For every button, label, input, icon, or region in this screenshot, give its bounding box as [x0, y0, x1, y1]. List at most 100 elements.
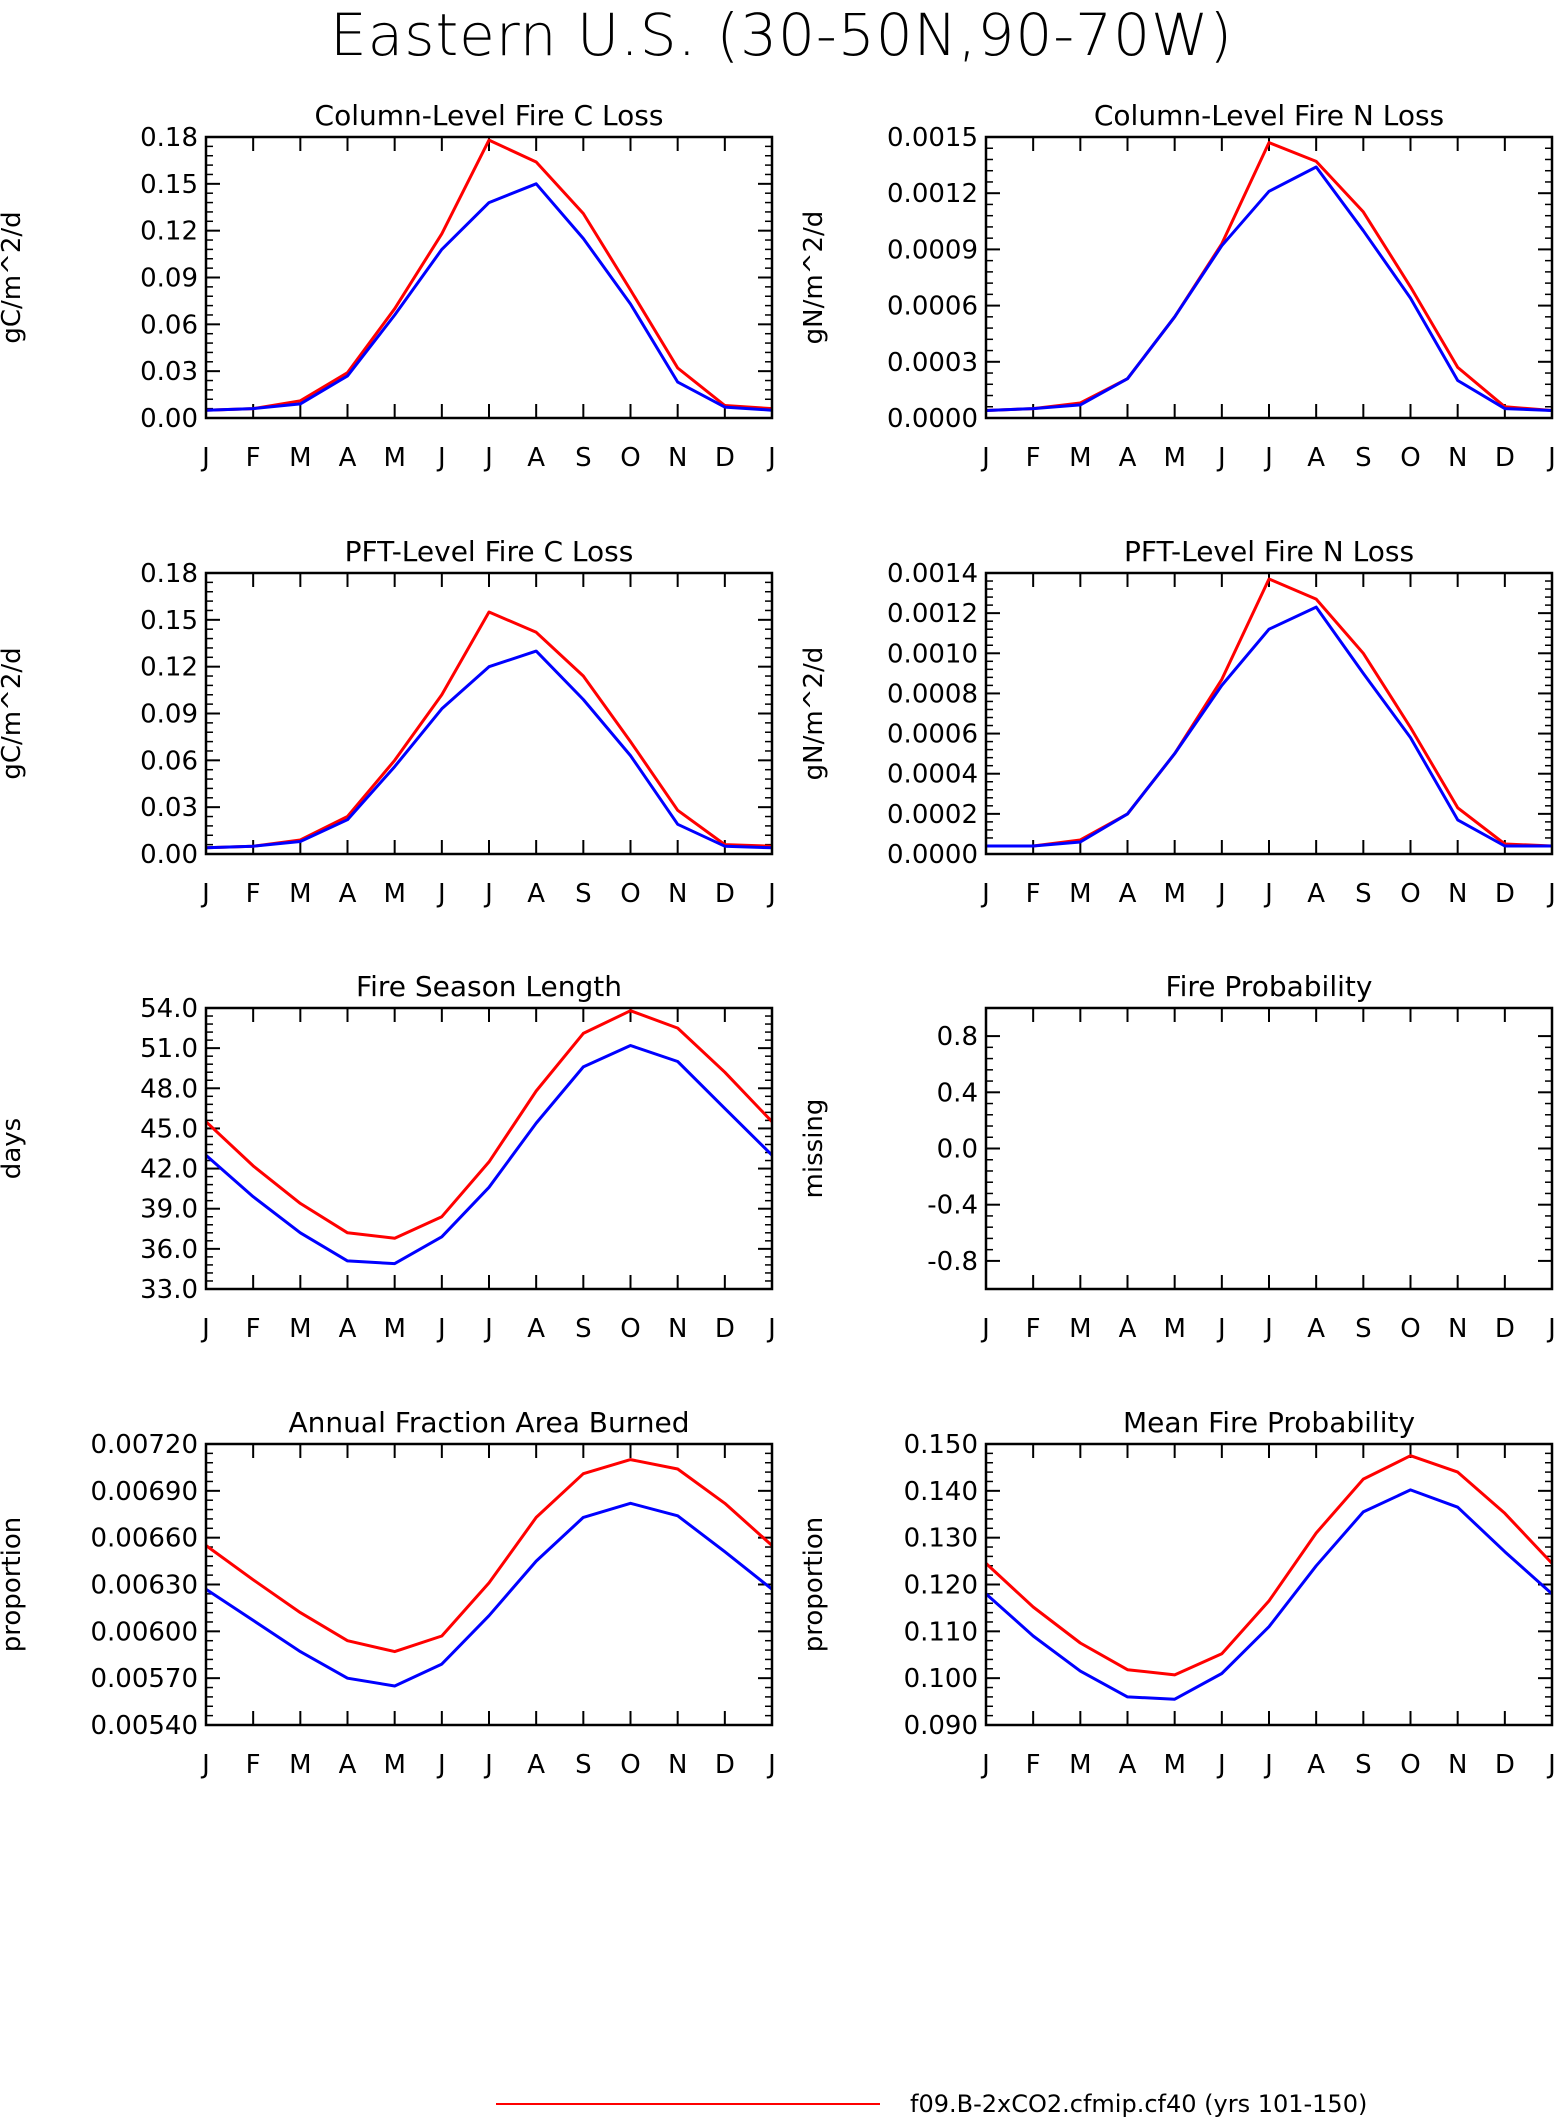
x-tick-label: N [1448, 1314, 1467, 1344]
x-tick-label: F [1026, 443, 1041, 473]
y-tick-label: 0.0012 [887, 599, 978, 629]
x-tick-label: O [620, 1314, 640, 1344]
x-tick-label: M [1069, 1750, 1091, 1780]
x-tick-label: D [715, 443, 735, 473]
y-axis-label: days [0, 1118, 27, 1179]
x-tick-label: A [527, 443, 545, 473]
x-tick-label: A [339, 1314, 357, 1344]
series-line-2 [205, 649, 773, 850]
x-tick-label: M [1069, 1314, 1091, 1344]
x-tick-label: J [766, 443, 776, 473]
y-tick-label: 0.0009 [887, 235, 978, 265]
y-tick-label: 0.00570 [90, 1664, 198, 1694]
x-tick-label: A [527, 1314, 545, 1344]
y-tick-label: 0.0002 [887, 800, 978, 830]
x-tick-label: N [668, 1314, 687, 1344]
x-tick-label: O [1400, 1314, 1420, 1344]
x-tick-label: A [1307, 1750, 1325, 1780]
series-line-2 [205, 1501, 773, 1688]
x-tick-label: M [289, 879, 311, 909]
chart-title: Mean Fire Probability [1123, 1406, 1415, 1439]
plot-frame [204, 1442, 774, 1727]
x-tick-label: D [1495, 879, 1515, 909]
x-tick-label: F [246, 1750, 261, 1780]
x-tick-label: S [1355, 443, 1372, 473]
x-tick-label: M [1163, 1750, 1185, 1780]
x-tick-label: S [1355, 879, 1372, 909]
plot-frame [204, 571, 774, 856]
x-tick-label: M [383, 1750, 405, 1780]
x-tick-label: J [436, 443, 446, 473]
x-tick-label: A [1119, 1314, 1137, 1344]
y-tick-label: 0.140 [904, 1477, 978, 1507]
y-axis-label: proportion [799, 1517, 829, 1652]
y-tick-label: 0.00600 [90, 1617, 198, 1647]
y-tick-label: 0.15 [140, 170, 198, 200]
series-line-1 [205, 1458, 773, 1654]
x-tick-label: M [1163, 1314, 1185, 1344]
y-tick-label: 0.120 [904, 1571, 978, 1601]
y-tick-label: 0.100 [904, 1664, 978, 1694]
plot-frame [204, 135, 774, 420]
x-tick-label: M [1163, 443, 1185, 473]
x-tick-label: A [339, 1750, 357, 1780]
x-tick-label: M [289, 443, 311, 473]
x-tick-label: A [527, 879, 545, 909]
y-tick-label: 0.03 [140, 357, 198, 387]
x-tick-label: J [1216, 1750, 1226, 1780]
y-axis-label: gN/m^2/d [799, 211, 829, 345]
x-tick-label: N [1448, 1750, 1467, 1780]
x-tick-label: M [1069, 879, 1091, 909]
x-tick-label: N [668, 443, 687, 473]
x-tick-label: J [1263, 879, 1273, 909]
series-line-1 [985, 141, 1553, 412]
x-tick-label: N [668, 1750, 687, 1780]
y-tick-label: 0.0012 [887, 179, 978, 209]
plot-frame [984, 1006, 1554, 1291]
x-tick-label: M [383, 1314, 405, 1344]
x-tick-label: M [1069, 443, 1091, 473]
legend-label: f09.B-2xCO2.cfmip.cf40 (yrs 101-150) [910, 2090, 1367, 2118]
x-tick-label: J [980, 1750, 990, 1780]
x-tick-label: O [1400, 879, 1420, 909]
x-tick-label: F [1026, 1314, 1041, 1344]
x-tick-label: M [383, 879, 405, 909]
y-tick-label: 0.0003 [887, 348, 978, 378]
y-tick-label: 54.0 [140, 994, 198, 1024]
y-tick-label: 0.0015 [887, 123, 978, 153]
y-tick-label: 0.09 [140, 700, 198, 730]
x-tick-label: J [200, 1314, 210, 1344]
y-tick-label: 51.0 [140, 1034, 198, 1064]
x-tick-label: F [1026, 1750, 1041, 1780]
y-tick-label: 0.8 [937, 1022, 978, 1052]
y-tick-label: 0.03 [140, 793, 198, 823]
y-tick-label: 0.4 [937, 1078, 978, 1108]
y-tick-label: 0.00 [140, 404, 198, 434]
y-tick-label: 45.0 [140, 1114, 198, 1144]
y-tick-label: 0.0014 [887, 559, 978, 589]
y-tick-label: 39.0 [140, 1195, 198, 1225]
x-tick-label: A [1119, 1750, 1137, 1780]
series-line-1 [984, 1454, 1554, 1677]
x-tick-label: J [1216, 1314, 1226, 1344]
legend: f09.B-2xCO2.cfmip.cf40 (yrs 101-150) [496, 2090, 1367, 2118]
x-tick-label: A [1307, 1314, 1325, 1344]
x-tick-label: J [1216, 879, 1226, 909]
y-axis-label: missing [799, 1099, 829, 1199]
x-tick-label: J [200, 443, 210, 473]
y-tick-label: 0.00540 [90, 1711, 198, 1741]
plot-frame [984, 571, 1554, 856]
y-tick-label: 36.0 [140, 1235, 198, 1265]
x-tick-label: D [715, 1314, 735, 1344]
chart-title: Fire Season Length [356, 970, 622, 1003]
x-tick-label: M [1163, 879, 1185, 909]
series-line-2 [985, 1488, 1553, 1701]
series-line-1 [986, 577, 1553, 848]
series-line-1 [205, 610, 773, 850]
y-tick-label: 0.0006 [887, 720, 978, 750]
series-line-2 [205, 1044, 774, 1266]
